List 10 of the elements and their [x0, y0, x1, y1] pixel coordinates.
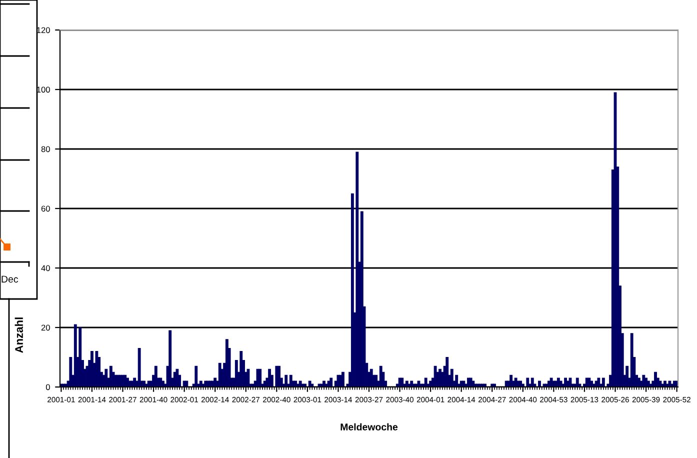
y-tick-label: 80 [41, 146, 50, 152]
y-axis-title: Anzahl [14, 318, 23, 353]
y-tick-label: 40 [41, 265, 50, 272]
x-axis-title: Meldewoche [340, 423, 398, 430]
text: Dec [2, 276, 18, 283]
y-tick-label: 20 [41, 324, 50, 331]
y-tick-label: 100 [37, 86, 50, 93]
y-tick-label: 120 [37, 27, 50, 34]
y-tick-label: 0 [46, 384, 50, 390]
y-tick-label: 60 [41, 206, 50, 212]
